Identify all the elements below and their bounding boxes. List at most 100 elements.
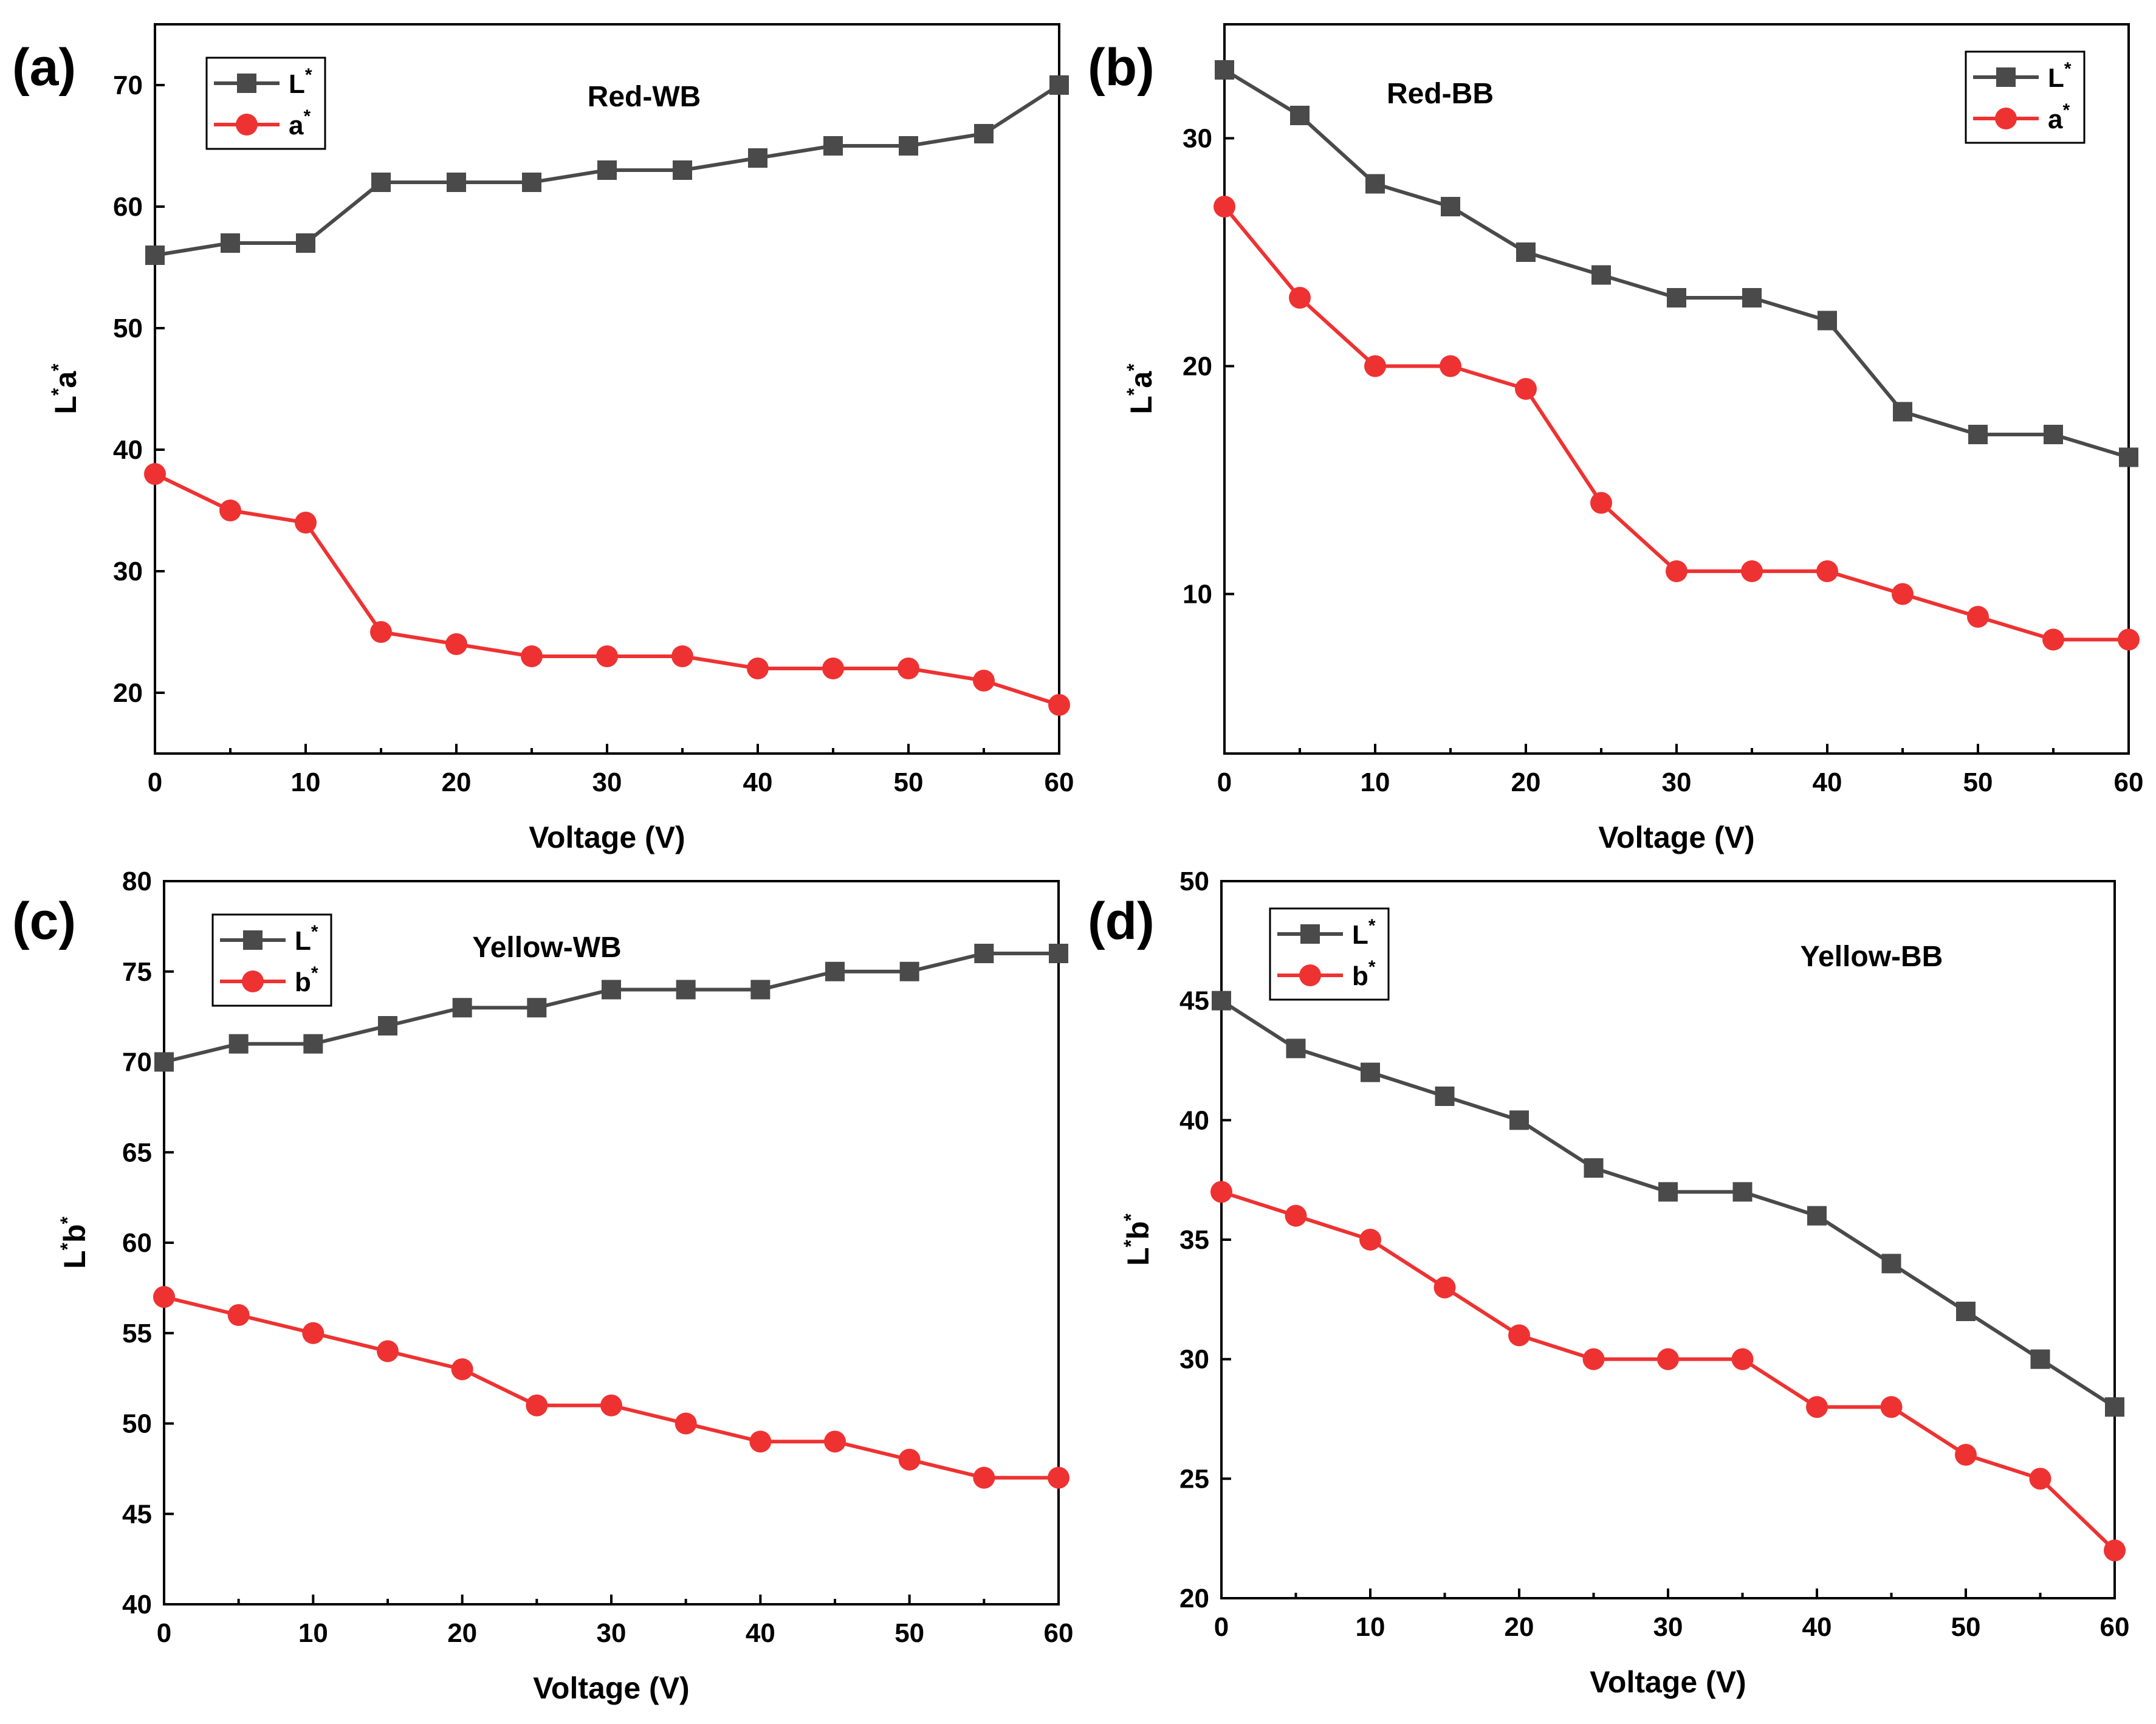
x-tick-label: 50 <box>894 768 924 797</box>
legend-marker-a <box>1995 108 2017 129</box>
data-point-L <box>1956 1302 1976 1321</box>
x-axis-label: Voltage (V) <box>529 820 685 854</box>
data-point-b <box>675 1412 697 1435</box>
data-point-b <box>1657 1348 1679 1370</box>
x-axis-label: Voltage (V) <box>1598 820 1754 854</box>
panel-label: (c) <box>12 892 76 950</box>
data-point-L <box>602 980 621 1000</box>
x-tick-label: 40 <box>1813 768 1842 797</box>
x-tick-label: 60 <box>2114 768 2144 797</box>
data-point-L <box>1658 1182 1678 1202</box>
y-tick-label: 20 <box>1179 1584 1209 1613</box>
data-point-a <box>1440 355 1461 377</box>
data-point-a <box>1515 378 1537 400</box>
legend-label-sup: * <box>311 922 318 942</box>
data-point-L <box>974 944 994 963</box>
legend-marker-a <box>236 114 258 136</box>
legend: L*b* <box>1269 907 1390 1001</box>
x-tick-label: 0 <box>1217 768 1232 797</box>
x-tick-label: 0 <box>157 1618 171 1648</box>
data-point-L <box>522 173 541 192</box>
legend-label-a: a* <box>289 106 311 140</box>
legend-label-L: L* <box>295 922 318 956</box>
y-tick-label: 80 <box>122 867 152 896</box>
y-axis-label-part: L <box>49 396 83 414</box>
data-point-b <box>1880 1396 1903 1418</box>
legend: L*a* <box>1965 50 2086 144</box>
data-point-L <box>2105 1397 2124 1417</box>
legend-label-base: a <box>2048 105 2063 134</box>
legend-label-sup: * <box>2062 100 2070 120</box>
x-tick-label: 40 <box>746 1618 775 1648</box>
data-point-L <box>2044 425 2063 444</box>
y-tick-label: 40 <box>113 435 143 465</box>
y-axis-label-part: L <box>1124 396 1158 414</box>
x-tick-label: 10 <box>298 1618 328 1648</box>
y-tick-label: 25 <box>1179 1464 1209 1494</box>
data-point-a <box>1590 492 1612 514</box>
data-point-b <box>600 1394 622 1417</box>
chart-title: Red-WB <box>588 81 701 113</box>
y-axis-label-sup: * <box>57 1216 78 1224</box>
y-tick-label: 50 <box>122 1409 152 1439</box>
legend-label-base: L <box>295 926 311 956</box>
data-point-a <box>219 500 241 521</box>
data-point-b <box>898 1449 921 1471</box>
legend-label-base: b <box>295 967 311 997</box>
chart-title: Red-BB <box>1387 78 1494 110</box>
data-point-b <box>526 1394 548 1417</box>
x-tick-label: 60 <box>1045 768 1074 797</box>
data-point-b <box>377 1340 399 1362</box>
y-tick-label: 20 <box>1183 352 1212 382</box>
y-axis-label-sup: * <box>57 1242 78 1250</box>
y-tick-label: 50 <box>113 314 143 343</box>
x-tick-label: 60 <box>2100 1612 2130 1642</box>
data-point-L <box>527 998 547 1018</box>
y-axis-label-sup: * <box>1120 1239 1142 1247</box>
data-point-a <box>1741 560 1763 582</box>
data-point-L <box>597 160 617 180</box>
data-point-b <box>1048 1466 1069 1489</box>
data-point-b <box>1582 1348 1605 1370</box>
x-tick-label: 50 <box>1963 768 1993 797</box>
legend-marker-b <box>1299 964 1321 986</box>
x-tick-label: 30 <box>592 768 622 797</box>
data-point-b <box>749 1430 772 1453</box>
data-point-b <box>1955 1444 1977 1466</box>
data-point-L <box>1361 1062 1380 1082</box>
data-point-b <box>1285 1204 1307 1227</box>
series-line-a <box>154 472 1060 707</box>
y-axis-label-sup: * <box>47 363 69 371</box>
y-tick-label: 70 <box>122 1048 152 1077</box>
legend-label-base: L <box>1352 920 1368 950</box>
data-point-L <box>1818 311 1837 331</box>
x-tick-label: 20 <box>442 768 472 797</box>
y-tick-label: 40 <box>1179 1105 1209 1135</box>
data-point-b <box>2104 1539 2126 1562</box>
data-point-L <box>1667 288 1686 307</box>
legend-label-a: a* <box>2048 100 2070 134</box>
y-tick-label: 30 <box>1183 124 1212 154</box>
legend-marker-L <box>1300 924 1320 944</box>
chart-panel-2: 0 10 20 30 40 50 60 40 45 50 55 60 65 70 75 80 Voltage (… <box>12 867 1073 1705</box>
data-point-L <box>154 1052 174 1072</box>
data-point-a <box>973 670 995 692</box>
x-tick-label: 50 <box>1951 1612 1981 1642</box>
legend-marker-b <box>242 970 264 992</box>
x-tick-label: 30 <box>597 1618 627 1648</box>
legend-label-base: b <box>1352 961 1368 991</box>
data-point-L <box>371 173 391 192</box>
y-axis-label-part: a <box>1124 371 1158 388</box>
legend-label-L: L* <box>289 65 312 99</box>
x-axis-label: Voltage (V) <box>533 1671 689 1705</box>
data-point-L <box>221 233 240 253</box>
y-axis-label-sup: * <box>47 388 69 396</box>
data-point-L <box>1893 402 1912 422</box>
data-point-L <box>1591 265 1611 285</box>
y-tick-label: 10 <box>1183 580 1212 610</box>
data-point-L <box>899 136 918 156</box>
data-point-L <box>1290 106 1310 125</box>
series-line-L <box>1220 999 2116 1409</box>
